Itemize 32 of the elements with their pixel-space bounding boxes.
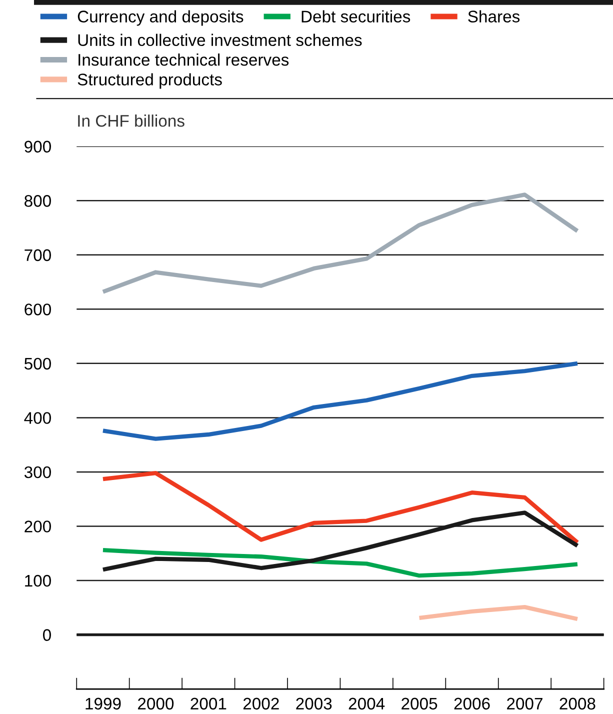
legend-label: Units in collective investment schemes [78,34,362,46]
y-tick-label: 900 [24,140,51,153]
legend-label: Shares [468,10,520,22]
legend-label: Structured products [78,73,222,89]
y-tick-label: 700 [24,249,51,262]
y-tick-label: 800 [24,195,51,207]
line-series [100,361,580,441]
x-tick-label: 2004 [348,698,385,710]
line-series [100,470,580,545]
x-tick-label: 2006 [454,698,490,710]
line-series [417,604,580,622]
x-tick-label: 2000 [138,698,174,710]
x-tick-label: 1999 [86,698,121,710]
y-tick-label: 100 [25,574,51,587]
legend-label: Debt securities [302,10,410,22]
y-tick-label: 0 [43,629,51,641]
y-tick-label: 200 [24,520,51,532]
y-tick-label: 300 [24,466,51,478]
legend-label: Insurance technical reserves [78,54,289,66]
y-axis-title: In CHF billions [78,114,184,127]
x-tick-label: 2005 [402,698,438,710]
y-tick-label: 500 [24,358,51,370]
legend-label: Currency and deposits [78,10,244,26]
y-tick-label: 400 [24,412,51,424]
x-tick-label: 2002 [243,698,279,710]
y-tick-label: 600 [24,304,51,316]
line-series [100,548,580,578]
x-tick-label: 2001 [190,698,226,710]
x-tick-label: 2007 [507,698,542,710]
line-series [100,192,580,294]
x-tick-label: 2008 [560,698,596,710]
x-tick-label: 2003 [296,698,332,710]
